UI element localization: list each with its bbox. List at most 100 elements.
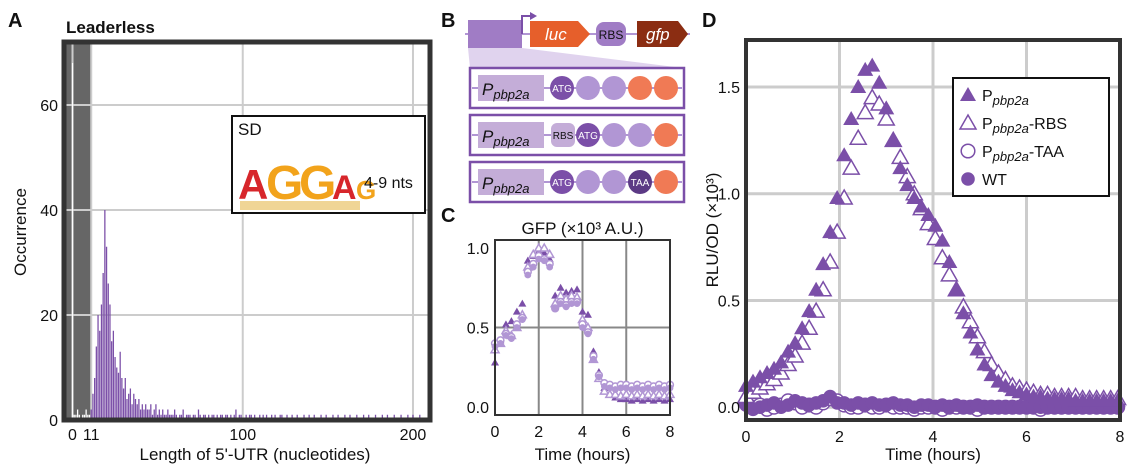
bar-146 <box>320 414 322 420</box>
bar-71 <box>192 414 195 420</box>
promoter-label: Ppbp2a <box>482 127 530 149</box>
panel-d-y-axis-label: RLU/OD (×10³) <box>703 173 722 288</box>
bar-112 <box>262 414 264 420</box>
rbs-box-label: RBS <box>553 131 574 142</box>
bar-114 <box>265 414 268 420</box>
bar-29 <box>121 378 123 420</box>
point <box>524 271 532 279</box>
bar-8 <box>85 409 87 420</box>
bar-117 <box>271 414 273 420</box>
point <box>518 299 527 307</box>
bar-31 <box>124 378 126 420</box>
legend-item-1: Ppbp2a <box>960 87 1029 108</box>
point <box>955 305 972 320</box>
taa-codon <box>628 170 652 194</box>
point <box>633 395 642 403</box>
panel-a-grid <box>64 42 430 420</box>
point <box>642 388 654 399</box>
point <box>535 255 543 263</box>
bar-90 <box>225 414 227 420</box>
point <box>513 324 521 331</box>
panel-c-gfp-chart: GFP (×10³ A.U.) 0 2 4 6 8 0.0 0.5 1.0 Time (hou… <box>467 219 676 464</box>
bar-63 <box>179 414 181 420</box>
point <box>599 385 610 395</box>
bar-139 <box>308 414 310 420</box>
point <box>759 365 776 380</box>
x-tick-label-4: 8 <box>666 424 675 441</box>
point <box>583 310 592 318</box>
point <box>801 303 818 318</box>
taa-codon-label: TAA <box>631 178 650 189</box>
bar-14 <box>95 346 97 420</box>
bar-7 <box>83 414 86 420</box>
panel-a-ticks: 0 11 100 200 0 20 40 60 <box>40 98 426 444</box>
construct-variant-list: Ppbp2a ATG Ppbp2a RBS ATG Ppbp2a ATG TAA <box>468 66 686 204</box>
construct-row-2: Ppbp2a RBS ATG <box>468 113 686 157</box>
point <box>606 384 614 392</box>
atg-codon-label: ATG <box>552 178 572 189</box>
bar-67 <box>185 414 188 420</box>
panel-d-luminescence-chart: 0 2 4 6 8 0.0 0.5 1.0 1.5 Time (hours) RLU/OD (×… <box>703 38 1127 464</box>
bar-99 <box>240 414 242 420</box>
bar-44 <box>146 409 149 420</box>
x-tick-label-1: 2 <box>835 429 844 446</box>
bar-4 <box>78 414 80 420</box>
bar-35 <box>131 404 133 420</box>
rbs-box <box>551 123 575 147</box>
panel-d-legend: Ppbp2a Ppbp2a-RBS Ppbp2a-TAA WT <box>952 77 1110 197</box>
bar-174 <box>368 414 370 420</box>
logo-base-row <box>240 201 360 210</box>
point <box>573 285 582 293</box>
sd-motif-inset: SD A G G A G 4-9 nts <box>231 115 426 214</box>
bar-122 <box>279 414 281 420</box>
point <box>518 316 526 323</box>
luc-gene-label: luc <box>545 25 567 44</box>
point <box>540 257 548 265</box>
bar-107 <box>254 414 256 420</box>
bar-132 <box>296 414 298 420</box>
bar-47 <box>151 414 154 420</box>
bar-41 <box>141 404 143 420</box>
bar-51 <box>158 409 160 420</box>
point <box>557 300 565 308</box>
bar-74 <box>197 409 200 420</box>
promoter-box <box>478 75 544 101</box>
bar-126 <box>286 414 288 420</box>
point <box>773 354 790 369</box>
x-tick-label-3: 6 <box>1022 429 1031 446</box>
sd-inset-title: SD <box>238 120 262 139</box>
point <box>927 217 944 232</box>
panel-label-c: C <box>441 205 455 227</box>
purple-codon <box>602 170 626 194</box>
point <box>913 198 930 213</box>
point <box>815 256 832 271</box>
point <box>892 160 909 175</box>
point <box>562 303 570 311</box>
panel-d-points <box>736 57 1127 417</box>
panel-a-title: Leaderless <box>66 18 155 37</box>
bar-185 <box>386 414 389 420</box>
bar-98 <box>238 414 240 420</box>
point <box>622 395 631 403</box>
point <box>920 207 937 222</box>
point <box>794 320 811 335</box>
y-tick-label-2: 40 <box>40 203 58 220</box>
bar-53 <box>162 409 164 420</box>
bar-58 <box>170 414 172 420</box>
point <box>529 263 537 271</box>
orange-codon <box>654 123 678 147</box>
point <box>848 128 868 145</box>
promoter-label: Ppbp2a <box>482 80 530 102</box>
bar-61 <box>175 414 177 420</box>
series-WT <box>739 389 1125 417</box>
bar-59 <box>172 414 174 420</box>
legend-item-3: Ppbp2a-TAA <box>960 143 1064 164</box>
bar-39 <box>138 399 140 420</box>
bar-193 <box>400 414 402 420</box>
point <box>787 335 804 350</box>
bar-160 <box>344 414 346 420</box>
point <box>579 324 586 331</box>
bar-182 <box>381 414 383 420</box>
atg-codon-label: ATG <box>578 131 598 142</box>
bar-136 <box>303 414 305 420</box>
